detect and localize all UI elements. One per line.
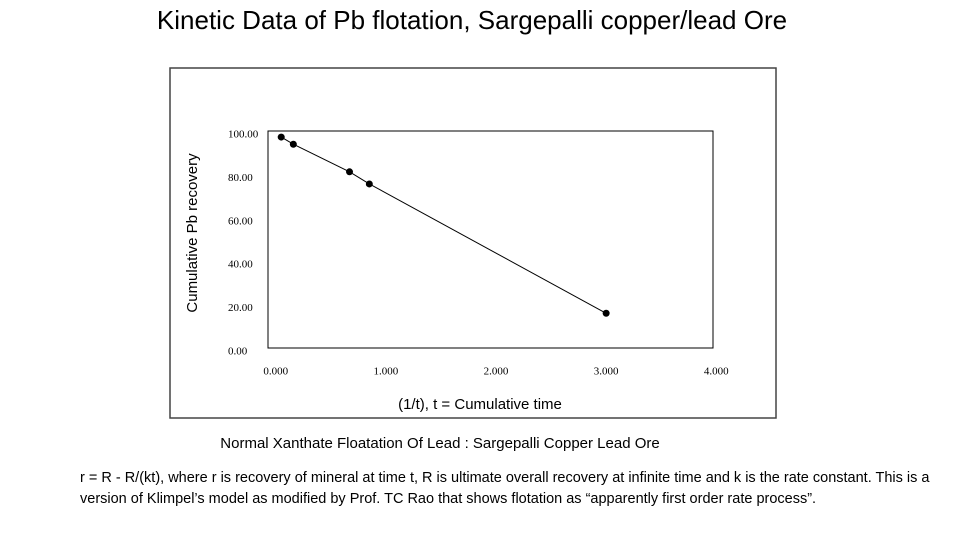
- chart-frame: [169, 67, 777, 419]
- data-point: [346, 168, 354, 176]
- y-tick-label: 80.00: [228, 172, 253, 184]
- y-tick-label: 100.00: [228, 129, 259, 141]
- data-point: [365, 180, 373, 188]
- chart: Kinetic Data of Pb flotation, Sargepalli…: [157, 5, 787, 452]
- y-tick-label: 20.00: [228, 302, 253, 314]
- x-tick-label: 2.000: [484, 366, 509, 378]
- data-point: [277, 133, 285, 141]
- x-tick-label: 3.000: [594, 366, 619, 378]
- connecting-line: [280, 136, 607, 314]
- data-point: [289, 140, 297, 148]
- y-tick-label: 40.00: [228, 259, 253, 271]
- x-axis-label: (1/t), t = Cumulative time: [398, 396, 562, 413]
- chart-title: Kinetic Data of Pb flotation, Sargepalli…: [157, 5, 787, 35]
- y-tick-label: 0.00: [228, 346, 248, 358]
- y-tick-label: 60.00: [228, 215, 253, 227]
- x-tick-label: 0.000: [263, 366, 288, 378]
- caption: Normal Xanthate Floatation Of Lead : Sar…: [220, 435, 659, 452]
- plot-area: [267, 130, 714, 349]
- data-point: [602, 309, 610, 317]
- note: r = R - R/(kt), where r is recovery of m…: [80, 470, 930, 507]
- y-axis-label: Cumulative Pb recovery: [184, 153, 201, 313]
- x-tick-label: 4.000: [704, 366, 729, 378]
- x-tick-label: 1.000: [373, 366, 398, 378]
